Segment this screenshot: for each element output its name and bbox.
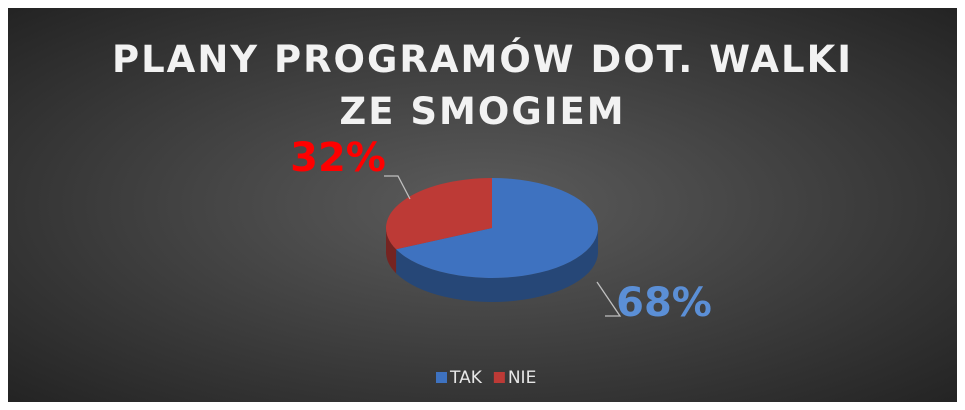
leader-line (384, 175, 411, 200)
legend-label: TAK (449, 368, 483, 388)
pie-slice-side (396, 228, 598, 302)
chart-title: PLANY PROGRAMÓW DOT. WALKI ZE SMOGIEM (111, 38, 854, 133)
pie-slice (385, 178, 492, 250)
pie-slice-side (386, 228, 397, 274)
pie-slice (396, 177, 598, 278)
leader-line (596, 281, 622, 317)
data-label: 32% (290, 135, 386, 181)
data-label: 68% (616, 280, 712, 326)
legend-marker (493, 372, 505, 383)
legend-marker (436, 372, 447, 383)
legend-label: NIE (508, 368, 536, 388)
